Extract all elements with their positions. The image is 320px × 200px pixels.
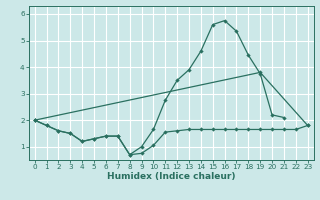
X-axis label: Humidex (Indice chaleur): Humidex (Indice chaleur)	[107, 172, 236, 181]
